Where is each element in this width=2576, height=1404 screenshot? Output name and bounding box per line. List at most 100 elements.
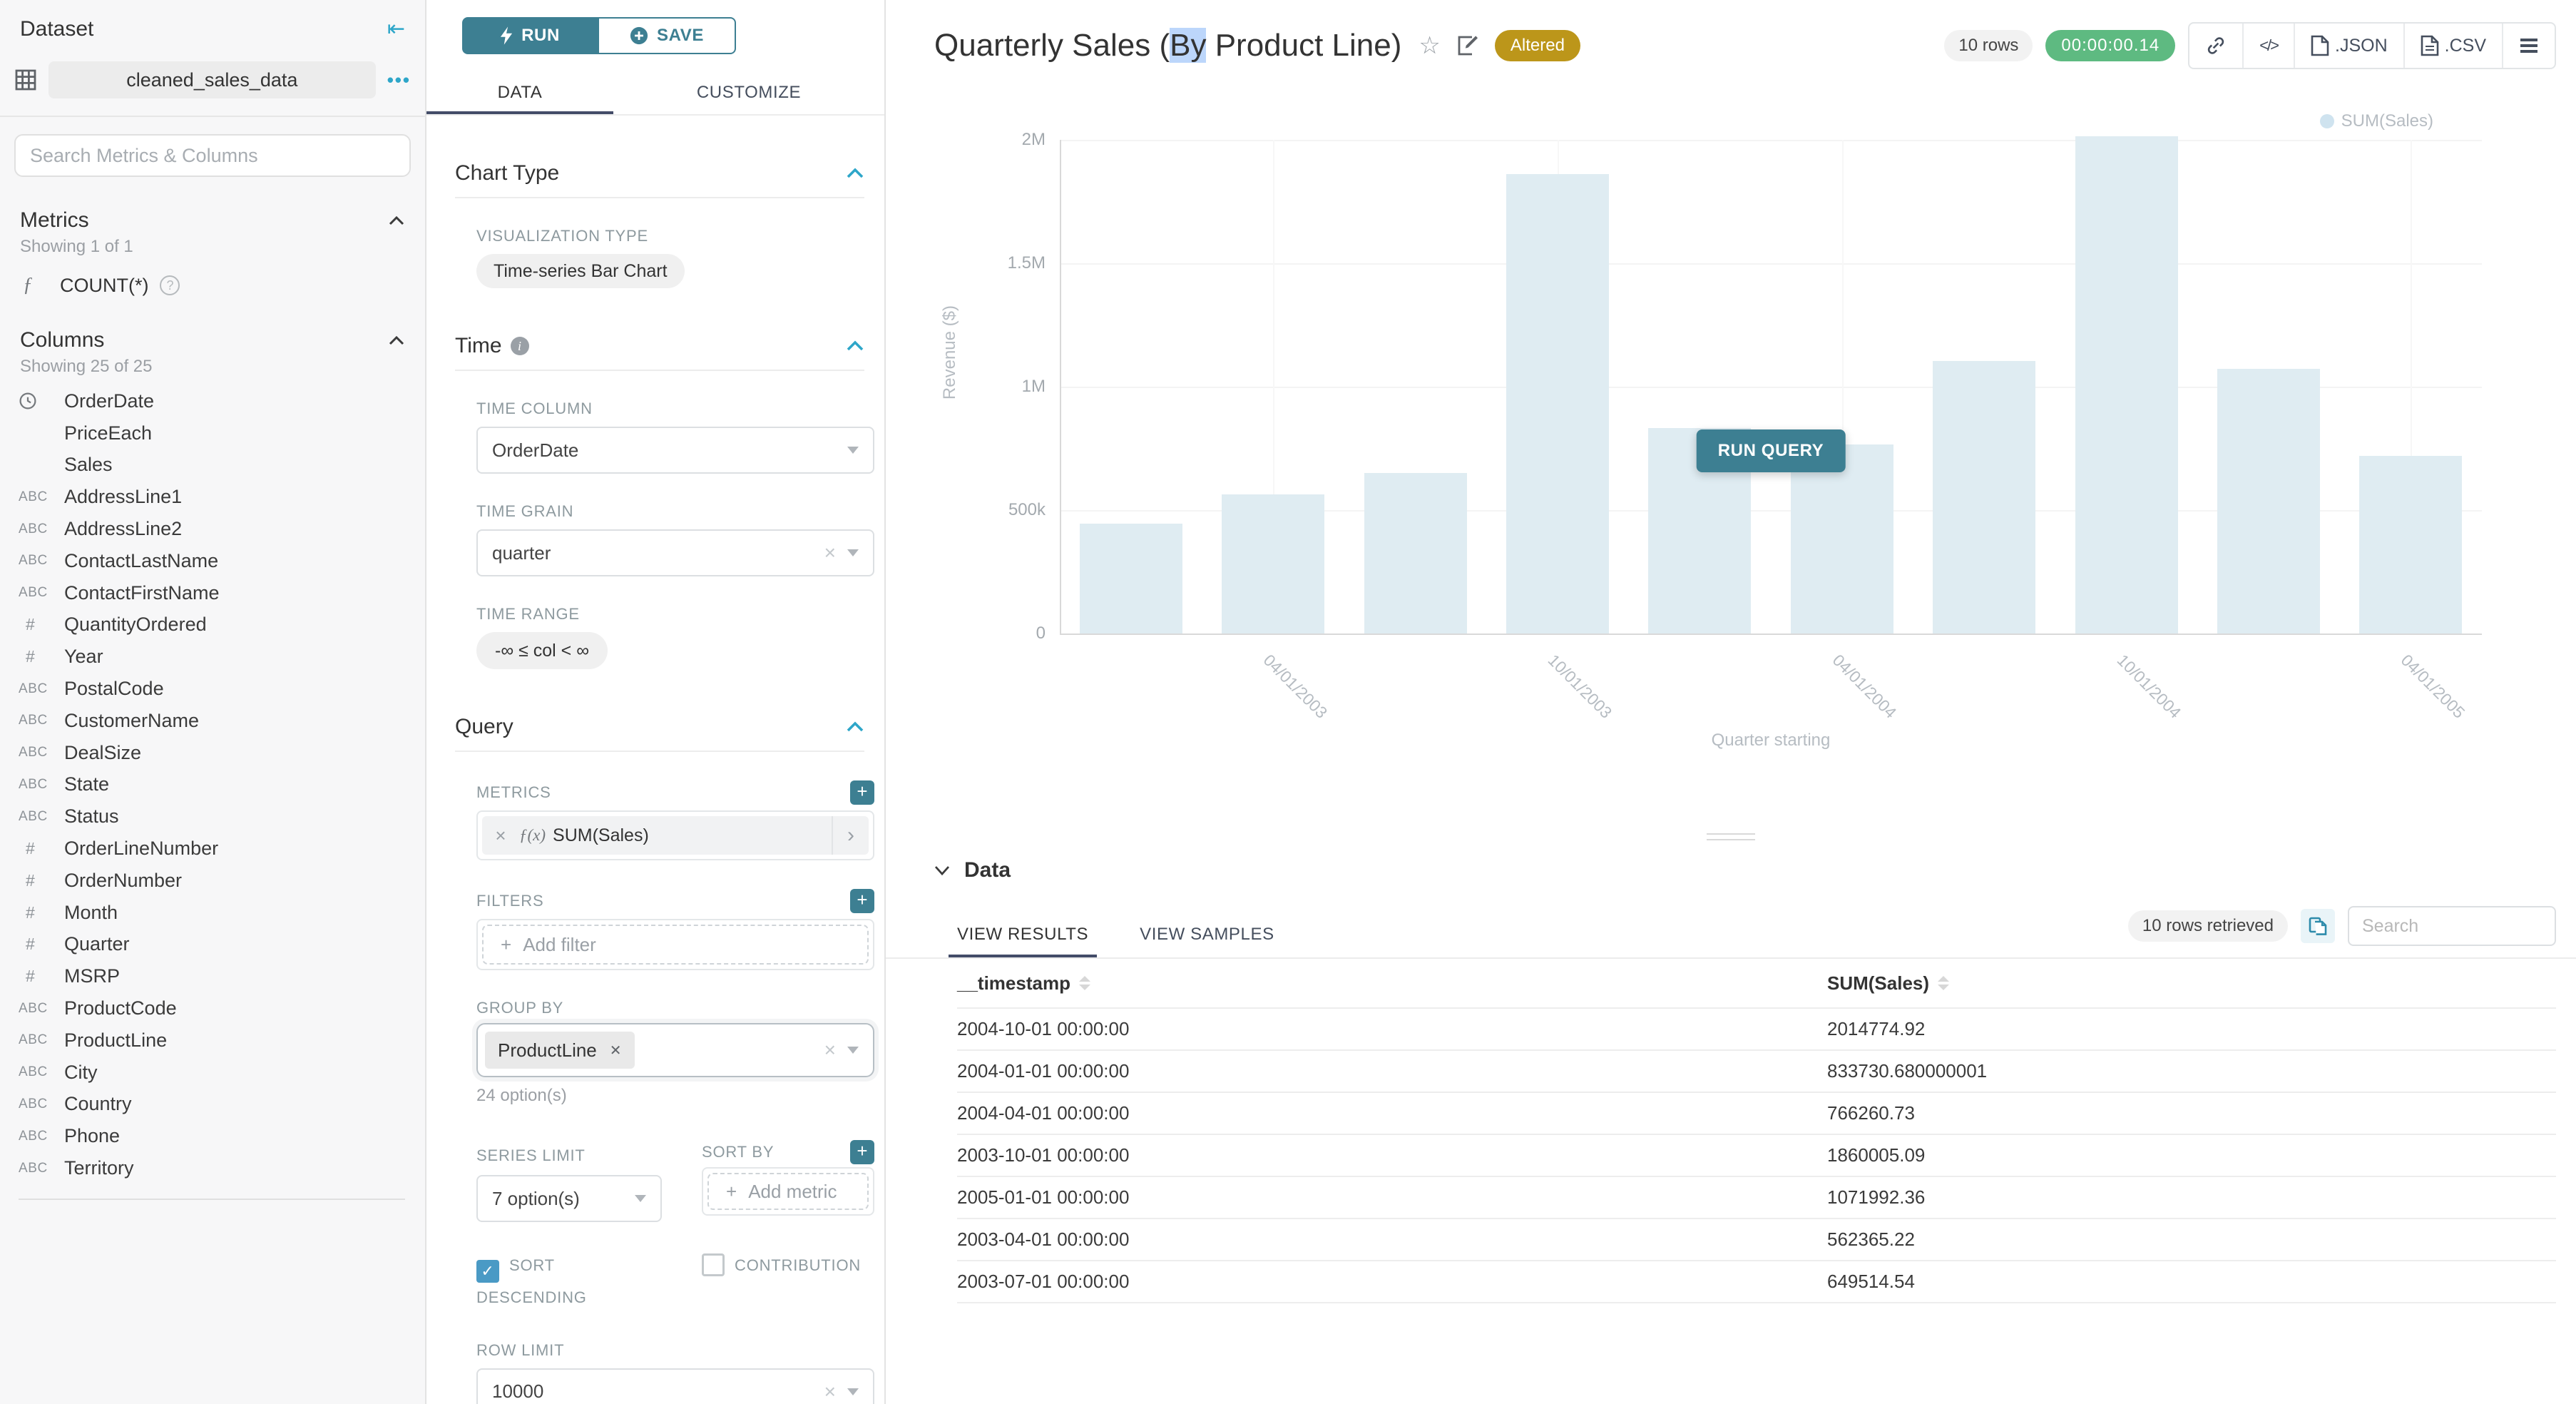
chevron-up-icon[interactable] [388, 335, 405, 346]
time-range-label: TIME RANGE [476, 605, 580, 623]
column-item[interactable]: # Quarter [0, 929, 425, 961]
column-header-sum-sales[interactable]: SUM(Sales) [1827, 972, 2556, 994]
plus-icon: + [726, 1180, 737, 1202]
add-metric-button[interactable]: + [850, 780, 874, 805]
bar-2003-10-01[interactable] [1506, 174, 1609, 634]
column-item[interactable]: ABC CustomerName [0, 705, 425, 737]
bar-2004-10-01[interactable] [2075, 136, 2178, 634]
row-limit-select[interactable]: 10000 × [476, 1368, 874, 1404]
time-column-select[interactable]: OrderDate [476, 427, 874, 474]
column-item[interactable]: ABC ProductCode [0, 992, 425, 1024]
sort-descending-checkbox[interactable]: ✓ [476, 1260, 499, 1283]
group-by-select[interactable]: ProductLine ✕ × [476, 1023, 874, 1077]
metric-item[interactable]: ƒ COUNT(*) ? [0, 265, 425, 305]
contribution-checkbox[interactable] [702, 1253, 725, 1276]
chevron-up-icon[interactable] [846, 721, 864, 733]
copy-link-button[interactable] [2189, 24, 2244, 68]
altered-badge[interactable]: Altered [1494, 30, 1580, 61]
column-item[interactable]: ABC ContactFirstName [0, 577, 425, 609]
table-row[interactable]: 2004-10-01 00:00:00 2014774.92 [957, 1007, 2556, 1049]
dataset-name[interactable]: cleaned_sales_data [48, 61, 376, 98]
abc-type-icon: ABC [19, 1096, 48, 1112]
table-row[interactable]: 2005-01-01 00:00:00 1071992.36 [957, 1176, 2556, 1218]
tab-customize[interactable]: CUSTOMIZE [696, 83, 802, 102]
data-section-title: Data [964, 858, 1011, 882]
search-metrics-columns-input[interactable] [14, 134, 411, 177]
bar-2004-04-01[interactable] [1790, 444, 1893, 634]
menu-button[interactable] [2503, 24, 2555, 68]
time-grain-select[interactable]: quarter × [476, 529, 874, 576]
time-range-value[interactable]: -∞ ≤ col < ∞ [476, 632, 608, 669]
column-item[interactable]: ABC Status [0, 800, 425, 833]
chevron-right-icon[interactable]: › [832, 816, 869, 855]
column-item[interactable]: OrderDate [0, 385, 425, 417]
remove-metric-icon[interactable]: × [495, 824, 506, 846]
add-filter-dropzone[interactable]: + Add filter [482, 925, 869, 965]
column-item[interactable]: ABC Territory [0, 1152, 425, 1184]
bar-2003-01-01[interactable] [1079, 524, 1182, 634]
results-search-input[interactable] [2348, 906, 2556, 946]
column-item[interactable]: PriceEach [0, 417, 425, 449]
column-item[interactable]: # OrderNumber [0, 865, 425, 897]
column-item[interactable]: # Month [0, 897, 425, 929]
table-row[interactable]: 2003-10-01 00:00:00 1860005.09 [957, 1134, 2556, 1176]
table-row[interactable]: 2003-07-01 00:00:00 649514.54 [957, 1260, 2556, 1302]
column-item[interactable]: ABC ProductLine [0, 1024, 425, 1057]
bar-2003-07-01[interactable] [1364, 473, 1467, 634]
bar-2005-01-01[interactable] [2217, 369, 2320, 634]
embed-code-button[interactable]: </> [2244, 24, 2296, 68]
tab-data[interactable]: DATA [426, 74, 613, 114]
bar-2005-04-01[interactable] [2359, 456, 2463, 634]
column-item[interactable]: ABC ContactLastName [0, 545, 425, 577]
column-item[interactable]: # Year [0, 641, 425, 673]
run-query-button[interactable]: RUN QUERY [1696, 429, 1846, 472]
chevron-down-icon[interactable] [934, 865, 950, 876]
column-item[interactable]: ABC Country [0, 1089, 425, 1121]
collapse-panel-icon[interactable]: ⇤ [387, 17, 405, 41]
bar-2004-07-01[interactable] [1933, 361, 2036, 634]
column-item[interactable]: # QuantityOrdered [0, 609, 425, 641]
clear-icon[interactable]: × [824, 1380, 836, 1403]
add-sort-metric-button[interactable]: + [850, 1140, 874, 1164]
column-item[interactable]: ABC Phone [0, 1120, 425, 1152]
column-item[interactable]: # OrderLineNumber [0, 833, 425, 865]
metric-pill[interactable]: × ƒ(x) SUM(Sales) › [482, 816, 869, 855]
chart-legend[interactable]: SUM(Sales) [2319, 111, 2433, 131]
column-item[interactable]: ABC AddressLine2 [0, 513, 425, 545]
export-json-button[interactable]: .JSON [2295, 24, 2405, 68]
run-button[interactable]: RUN [462, 17, 598, 54]
add-sort-metric-dropzone[interactable]: + Add metric [707, 1173, 869, 1210]
tab-view-samples[interactable]: VIEW SAMPLES [1140, 925, 1274, 944]
dataset-options-icon[interactable]: ••• [387, 68, 411, 91]
clear-icon[interactable]: × [824, 541, 836, 564]
visualization-type-value[interactable]: Time-series Bar Chart [476, 254, 685, 288]
table-row[interactable]: 2003-04-01 00:00:00 562365.22 [957, 1218, 2556, 1260]
column-item[interactable]: ABC AddressLine1 [0, 481, 425, 513]
chart-title[interactable]: Quarterly Sales (By Product Line) [934, 28, 1402, 63]
chevron-up-icon[interactable] [846, 340, 864, 352]
remove-group-by-icon[interactable]: ✕ [609, 1042, 622, 1059]
add-filter-button[interactable]: + [850, 889, 874, 913]
export-csv-button[interactable]: .CSV [2405, 24, 2503, 68]
table-row[interactable]: 2004-04-01 00:00:00 766260.73 [957, 1092, 2556, 1134]
column-item[interactable]: # MSRP [0, 960, 425, 992]
series-limit-select[interactable]: 7 option(s) [476, 1175, 662, 1222]
chevron-up-icon[interactable] [388, 215, 405, 226]
column-item[interactable]: ABC City [0, 1057, 425, 1089]
clear-icon[interactable]: × [824, 1039, 836, 1061]
edit-pencil-icon[interactable] [1456, 34, 1479, 57]
favorite-star-icon[interactable]: ☆ [1419, 32, 1441, 59]
column-header-timestamp[interactable]: __timestamp [957, 972, 1827, 994]
panel-resize-handle[interactable] [1707, 833, 1755, 840]
column-item[interactable]: Sales [0, 449, 425, 482]
tab-view-results[interactable]: VIEW RESULTS [949, 915, 1098, 957]
chevron-up-icon[interactable] [846, 167, 864, 180]
table-row[interactable]: 2004-01-01 00:00:00 833730.680000001 [957, 1049, 2556, 1092]
column-item[interactable]: ABC DealSize [0, 737, 425, 769]
hamburger-menu-icon [2520, 39, 2537, 53]
column-item[interactable]: ABC PostalCode [0, 673, 425, 705]
bar-2003-04-01[interactable] [1222, 494, 1325, 634]
save-button[interactable]: SAVE [598, 17, 736, 54]
copy-results-button[interactable] [2301, 909, 2335, 943]
column-item[interactable]: ABC State [0, 769, 425, 801]
